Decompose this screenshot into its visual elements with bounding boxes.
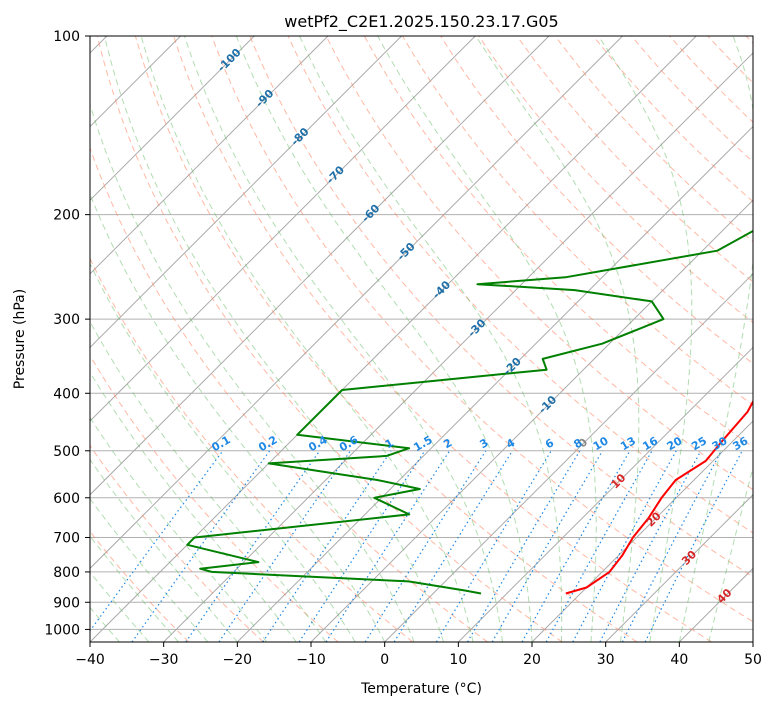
mixing-ratio-line: [599, 450, 702, 642]
x-tick-label: 40: [670, 652, 688, 668]
dry-adiabat: [90, 257, 414, 642]
moist-adiabat: [90, 262, 356, 642]
plot-frame: [89, 35, 754, 643]
moist-adiabat: [90, 371, 297, 642]
dry-adiabat: [516, 36, 753, 283]
y-tick-label: 1000: [44, 622, 80, 638]
x-tick-label: −20: [223, 652, 253, 668]
y-tick-label: 700: [53, 531, 80, 547]
moist-adiabat: [90, 535, 179, 642]
dry-adiabat: [249, 36, 753, 578]
moist-adiabat: [90, 416, 268, 642]
moist-adiabat: [90, 458, 238, 642]
dry-adiabat-layer: [90, 36, 753, 642]
y-tick-label: 200: [53, 208, 80, 224]
x-axis-label: Temperature (°C): [360, 681, 482, 697]
y-tick-label: 900: [53, 595, 80, 611]
y-tick-label: 400: [53, 386, 80, 402]
mixing-ratio-line: [393, 450, 513, 642]
isotherm-line: [90, 36, 623, 570]
profile-line: [565, 399, 753, 595]
mixing-ratio-line: [364, 450, 487, 642]
moist-adiabat: [377, 36, 597, 642]
y-tick-label: 300: [53, 312, 80, 328]
dry-adiabat: [440, 36, 753, 365]
dry-adiabat: [173, 36, 712, 642]
chart-title: wetPf2_C2E1.2025.150.23.17.G05: [284, 12, 558, 32]
dry-adiabat: [96, 36, 563, 642]
isotherm-line: [531, 420, 753, 642]
x-tick-label: −30: [149, 652, 179, 668]
x-tick-label: 30: [597, 652, 615, 668]
moist-adiabat: [299, 36, 563, 642]
profile-line: [186, 229, 753, 595]
moist-adiabat: [475, 36, 640, 642]
isotherm-line: [90, 36, 402, 349]
moist-adiabat: [90, 320, 327, 642]
mixing-ratio-line: [218, 450, 351, 642]
moist-adiabat: [90, 497, 209, 642]
x-axis: −40 −30 −20 −10 0 10 20 30 40 50: [75, 642, 762, 668]
moist-adiabat: [597, 36, 693, 642]
moist-adiabat: [678, 36, 753, 642]
x-tick-label: 20: [523, 652, 541, 668]
isotherm-line: [90, 36, 476, 422]
moist-adiabat: [708, 465, 753, 642]
dry-adiabat: [325, 36, 753, 491]
isotherm-line: [236, 125, 753, 642]
mixing-ratio-line: [572, 450, 677, 642]
dry-adiabat: [90, 444, 264, 642]
y-axis-label: Pressure (hPa): [12, 289, 28, 389]
moist-adiabat: [140, 36, 474, 642]
dry-adiabat: [90, 146, 488, 642]
y-tick-label: 100: [53, 29, 80, 45]
isotherm-line: [384, 273, 753, 642]
isotherm-line: [90, 36, 550, 496]
y-tick-label: 500: [53, 444, 80, 460]
dry-adiabat: [363, 36, 753, 448]
isotherm-line: [90, 36, 255, 201]
y-axis: 100 200 300 400 500 600 700 800 900 1000: [44, 29, 90, 638]
moist-adiabat: [184, 36, 503, 642]
isotherm-line: [90, 36, 329, 275]
x-tick-label: −10: [296, 652, 326, 668]
grid-layer: [90, 36, 753, 630]
series-layer: [186, 229, 753, 595]
x-tick-label: 50: [744, 652, 762, 668]
x-tick-label: 0: [380, 652, 389, 668]
dry-adiabat: [287, 36, 753, 534]
plot-area: -100-90-80-70-60-50-40-30-20-10010203040…: [90, 36, 753, 642]
isotherm-line: [457, 346, 753, 642]
dry-adiabat: [402, 36, 753, 406]
y-tick-label: 600: [53, 491, 80, 507]
mixing-ratio-line: [466, 450, 581, 642]
mixing-ratio-line: [262, 450, 392, 642]
y-tick-label: 800: [53, 565, 80, 581]
isotherm-line: [163, 52, 753, 642]
mixing-ratio-line: [325, 450, 451, 642]
moist-adiabat: [235, 36, 533, 642]
mixing-ratio-layer: [90, 450, 743, 642]
dry-adiabat: [134, 36, 638, 642]
moist-adiabat: [104, 36, 445, 642]
dry-adiabat: [554, 36, 753, 243]
x-tick-label: 10: [449, 652, 467, 668]
moist-adiabat: [90, 102, 415, 642]
moist-adiabat: [90, 571, 150, 642]
moist-adiabat: [90, 192, 386, 642]
mixing-ratio-line: [435, 450, 552, 642]
isotherm-line: [605, 494, 753, 642]
isotherm-layer: [90, 36, 753, 642]
x-tick-label: −40: [75, 652, 105, 668]
moist-adiabat-layer: [90, 36, 753, 642]
